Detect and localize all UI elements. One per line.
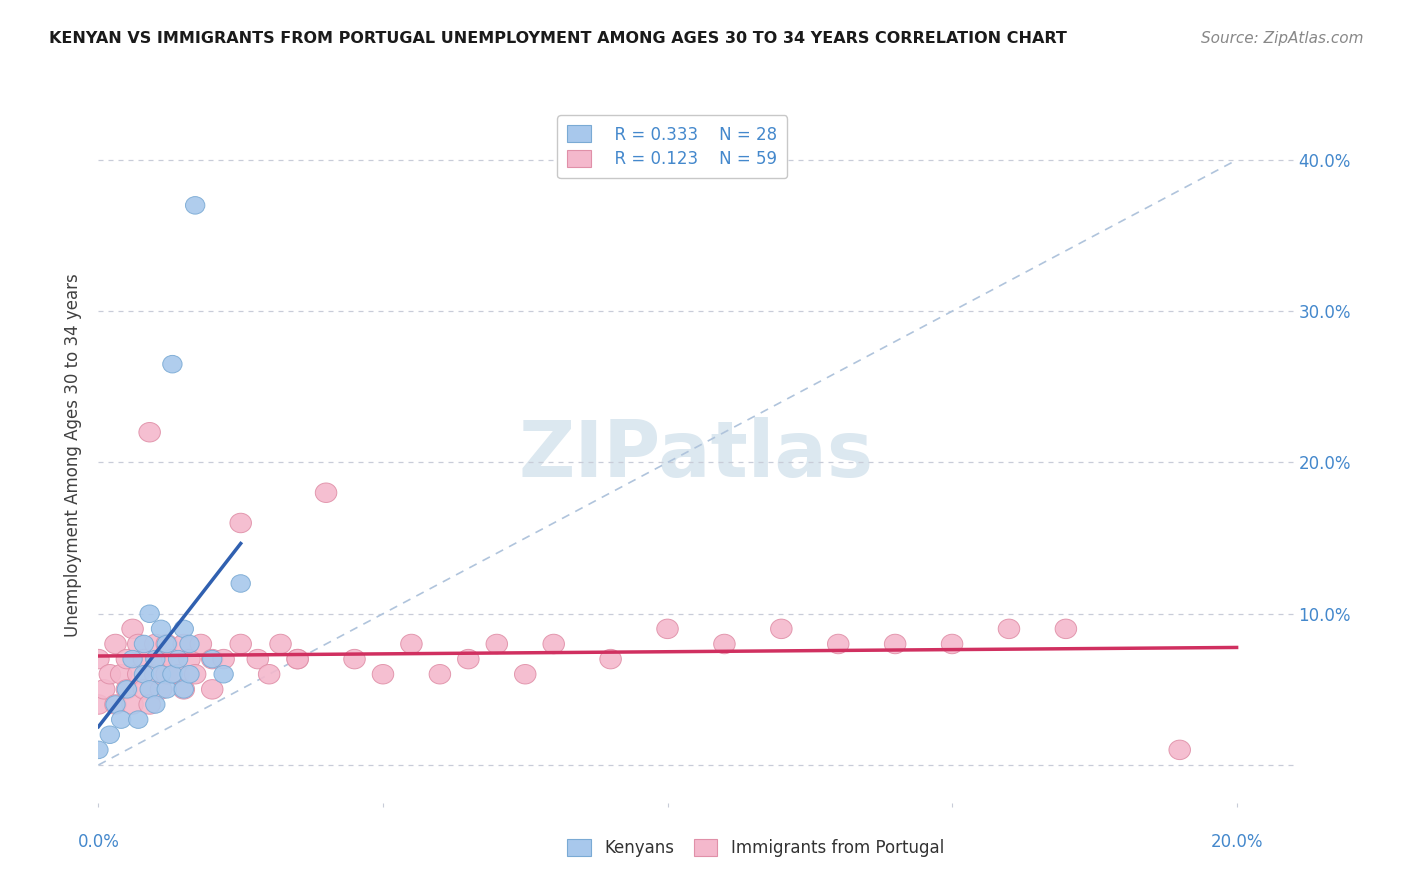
Ellipse shape — [515, 665, 536, 684]
Ellipse shape — [600, 649, 621, 669]
Ellipse shape — [152, 665, 170, 683]
Ellipse shape — [247, 649, 269, 669]
Ellipse shape — [117, 681, 136, 698]
Ellipse shape — [401, 634, 422, 654]
Ellipse shape — [315, 483, 337, 502]
Ellipse shape — [287, 649, 308, 669]
Ellipse shape — [174, 681, 194, 698]
Ellipse shape — [1054, 619, 1077, 639]
Ellipse shape — [128, 665, 149, 684]
Ellipse shape — [179, 649, 200, 669]
Y-axis label: Unemployment Among Ages 30 to 34 years: Unemployment Among Ages 30 to 34 years — [65, 273, 83, 637]
Ellipse shape — [884, 634, 905, 654]
Ellipse shape — [190, 634, 212, 654]
Ellipse shape — [98, 665, 121, 684]
Ellipse shape — [201, 649, 224, 669]
Ellipse shape — [231, 574, 250, 592]
Ellipse shape — [180, 635, 200, 653]
Ellipse shape — [214, 665, 233, 683]
Ellipse shape — [105, 696, 125, 714]
Ellipse shape — [141, 605, 159, 623]
Ellipse shape — [134, 665, 153, 683]
Ellipse shape — [100, 726, 120, 744]
Ellipse shape — [167, 665, 188, 684]
Ellipse shape — [111, 711, 131, 729]
Ellipse shape — [128, 711, 148, 729]
Ellipse shape — [714, 634, 735, 654]
Ellipse shape — [184, 665, 205, 684]
Ellipse shape — [117, 680, 138, 699]
Ellipse shape — [429, 665, 451, 684]
Ellipse shape — [173, 680, 194, 699]
Ellipse shape — [122, 695, 143, 714]
Ellipse shape — [163, 355, 183, 373]
Ellipse shape — [1168, 740, 1191, 760]
Ellipse shape — [87, 649, 110, 669]
Text: KENYAN VS IMMIGRANTS FROM PORTUGAL UNEMPLOYMENT AMONG AGES 30 TO 34 YEARS CORREL: KENYAN VS IMMIGRANTS FROM PORTUGAL UNEMP… — [49, 31, 1067, 46]
Text: ZIPatlas: ZIPatlas — [519, 417, 873, 493]
Ellipse shape — [287, 649, 308, 669]
Ellipse shape — [157, 681, 176, 698]
Ellipse shape — [134, 635, 153, 653]
Ellipse shape — [657, 619, 678, 639]
Ellipse shape — [543, 634, 564, 654]
Ellipse shape — [139, 695, 160, 714]
Ellipse shape — [162, 649, 183, 669]
Text: Source: ZipAtlas.com: Source: ZipAtlas.com — [1201, 31, 1364, 46]
Ellipse shape — [134, 649, 155, 669]
Ellipse shape — [87, 695, 110, 714]
Ellipse shape — [231, 634, 252, 654]
Ellipse shape — [231, 513, 252, 533]
Ellipse shape — [174, 620, 194, 638]
Legend: Kenyans, Immigrants from Portugal: Kenyans, Immigrants from Portugal — [561, 832, 950, 864]
Ellipse shape — [163, 665, 183, 683]
Ellipse shape — [180, 665, 200, 683]
Ellipse shape — [93, 680, 115, 699]
Ellipse shape — [373, 665, 394, 684]
Ellipse shape — [146, 650, 165, 668]
Ellipse shape — [770, 619, 792, 639]
Ellipse shape — [156, 634, 177, 654]
Ellipse shape — [828, 634, 849, 654]
Ellipse shape — [998, 619, 1019, 639]
Ellipse shape — [202, 650, 222, 668]
Ellipse shape — [117, 649, 138, 669]
Ellipse shape — [201, 680, 224, 699]
Ellipse shape — [145, 665, 166, 684]
Ellipse shape — [111, 665, 132, 684]
Text: 20.0%: 20.0% — [1211, 833, 1263, 851]
Ellipse shape — [169, 650, 188, 668]
Ellipse shape — [157, 635, 176, 653]
Ellipse shape — [941, 634, 963, 654]
Ellipse shape — [128, 634, 149, 654]
Ellipse shape — [186, 196, 205, 214]
Ellipse shape — [486, 634, 508, 654]
Ellipse shape — [122, 650, 142, 668]
Ellipse shape — [141, 681, 159, 698]
Ellipse shape — [343, 649, 366, 669]
Ellipse shape — [152, 620, 170, 638]
Ellipse shape — [145, 634, 166, 654]
Ellipse shape — [212, 649, 235, 669]
Ellipse shape — [270, 634, 291, 654]
Ellipse shape — [139, 423, 160, 442]
Ellipse shape — [259, 665, 280, 684]
Ellipse shape — [89, 741, 108, 758]
Text: 0.0%: 0.0% — [77, 833, 120, 851]
Ellipse shape — [104, 634, 127, 654]
Ellipse shape — [173, 634, 194, 654]
Ellipse shape — [104, 695, 127, 714]
Ellipse shape — [156, 665, 177, 684]
Ellipse shape — [150, 680, 172, 699]
Ellipse shape — [122, 619, 143, 639]
Ellipse shape — [134, 680, 155, 699]
Ellipse shape — [146, 696, 165, 714]
Ellipse shape — [457, 649, 479, 669]
Ellipse shape — [150, 649, 172, 669]
